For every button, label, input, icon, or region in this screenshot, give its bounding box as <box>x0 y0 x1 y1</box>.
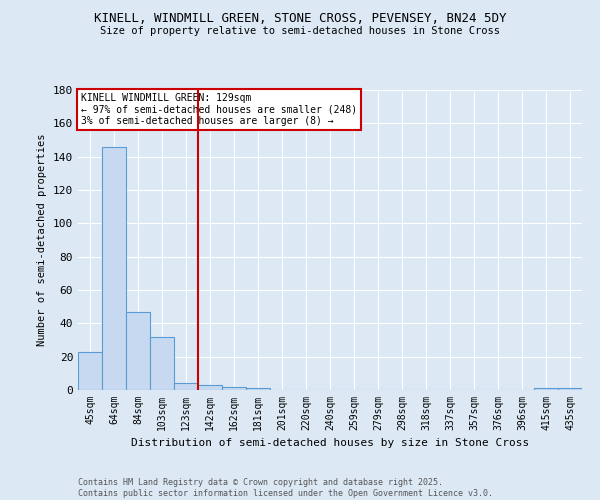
Bar <box>222 386 246 390</box>
Text: Contains HM Land Registry data © Crown copyright and database right 2025.
Contai: Contains HM Land Registry data © Crown c… <box>78 478 493 498</box>
Text: KINELL WINDMILL GREEN: 129sqm
← 97% of semi-detached houses are smaller (248)
3%: KINELL WINDMILL GREEN: 129sqm ← 97% of s… <box>80 93 356 126</box>
Text: KINELL, WINDMILL GREEN, STONE CROSS, PEVENSEY, BN24 5DY: KINELL, WINDMILL GREEN, STONE CROSS, PEV… <box>94 12 506 26</box>
Bar <box>174 384 198 390</box>
Y-axis label: Number of semi-detached properties: Number of semi-detached properties <box>37 134 47 346</box>
Bar <box>246 388 270 390</box>
Bar <box>534 388 558 390</box>
X-axis label: Distribution of semi-detached houses by size in Stone Cross: Distribution of semi-detached houses by … <box>131 438 529 448</box>
Text: Size of property relative to semi-detached houses in Stone Cross: Size of property relative to semi-detach… <box>100 26 500 36</box>
Bar <box>126 312 150 390</box>
Bar <box>78 352 102 390</box>
Bar <box>150 336 174 390</box>
Bar <box>558 388 582 390</box>
Bar <box>198 385 222 390</box>
Bar <box>102 146 126 390</box>
